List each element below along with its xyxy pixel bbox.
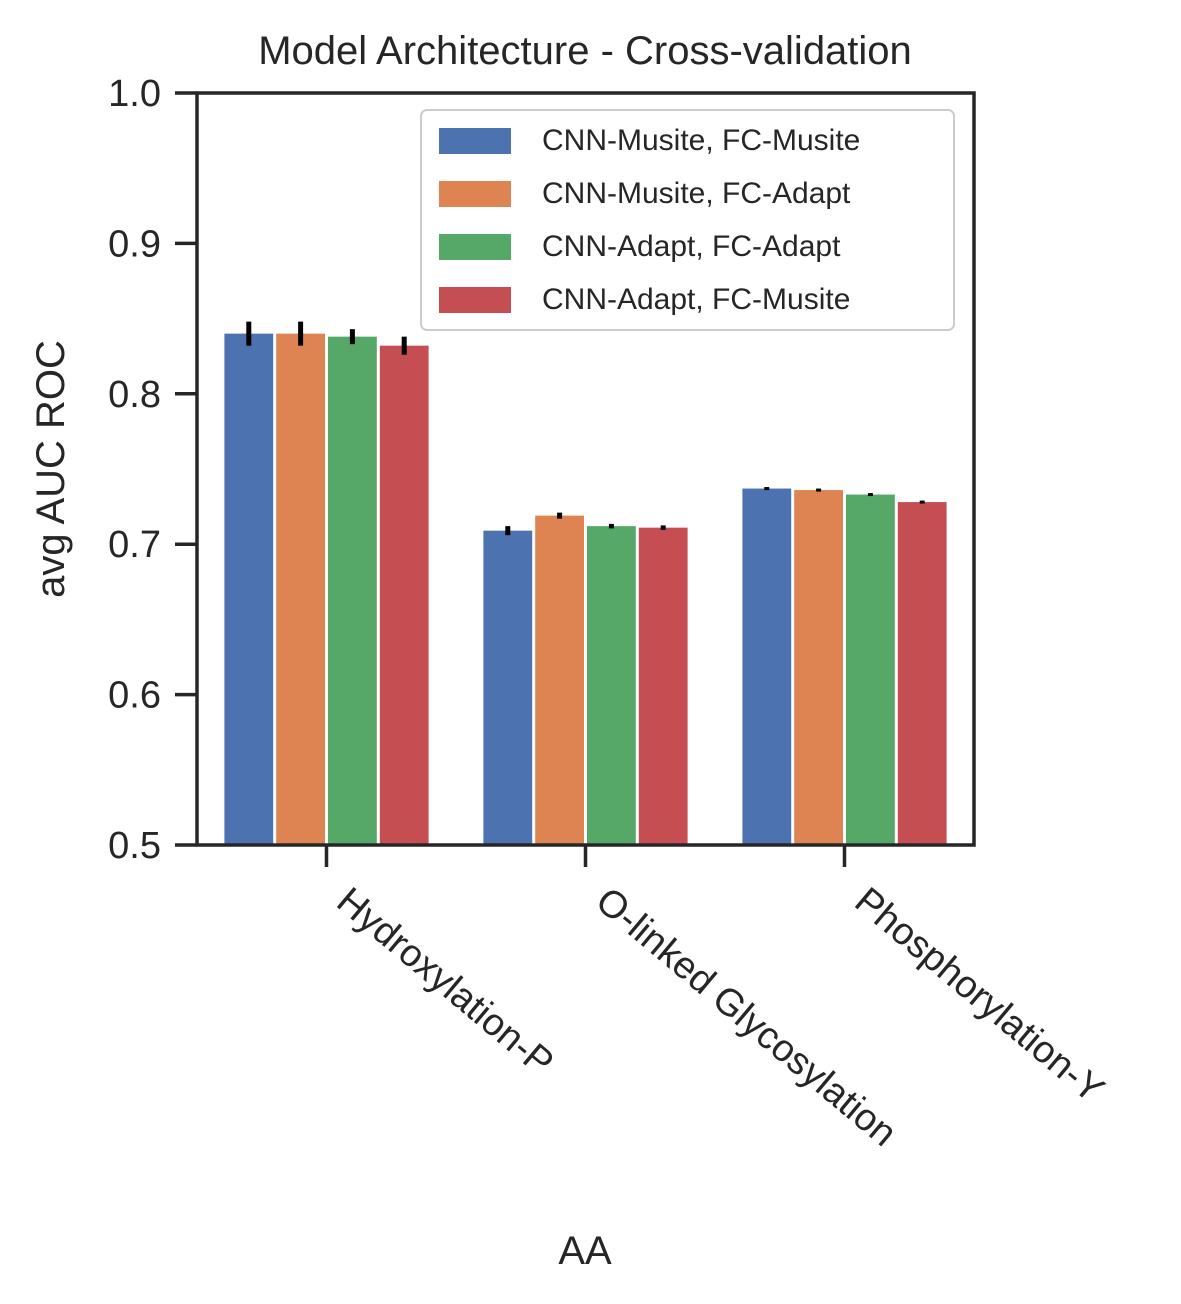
legend: CNN-Musite, FC-Musite CNN-Musite, FC-Adap…	[420, 109, 955, 331]
legend-swatch-2	[439, 181, 511, 207]
y-axis-title: avg AUC ROC	[29, 340, 73, 598]
x-axis: Hydroxylation-P O-linked GlycosylationPho…	[324, 845, 1112, 1155]
bar-1-2	[483, 530, 533, 845]
bar-3-1	[328, 336, 377, 845]
legend-swatch-4	[439, 287, 511, 313]
bar-2-3	[794, 490, 843, 845]
bar-4-2	[638, 527, 688, 845]
bar-1-1	[224, 333, 274, 845]
y-tick-label-6: 1.0	[108, 73, 161, 115]
legend-frame	[420, 109, 955, 331]
x-tick-label-1: Hydroxylation-P	[329, 880, 561, 1085]
y-tick-label-2: 0.6	[108, 675, 161, 717]
bar-2-1	[276, 333, 325, 845]
y-tick-label-4: 0.8	[108, 374, 161, 416]
bar-3-2	[587, 526, 636, 845]
legend-swatch-3	[439, 234, 511, 260]
legend-swatch-1	[439, 128, 511, 154]
x-axis-title: AA	[558, 1229, 612, 1273]
legend-label-4: CNN-Adapt, FC-Musite	[542, 283, 850, 316]
bars-layer	[224, 333, 947, 845]
y-tick-label-3: 0.7	[108, 524, 161, 566]
x-tick-label-2: O-linked Glycosylation	[588, 880, 905, 1155]
bar-2-2	[535, 515, 584, 845]
y-axis: 0.5 0.6 0.7 0.8 0.9 1.0	[108, 73, 197, 867]
legend-label-1: CNN-Musite, FC-Musite	[542, 124, 860, 157]
x-tick-label-3: Phosphorylation-Y	[847, 880, 1112, 1112]
legend-label-3: CNN-Adapt, FC-Adapt	[542, 230, 841, 263]
bar-4-3	[897, 502, 947, 845]
error-bars-layer	[246, 321, 925, 536]
y-tick-label-5: 0.9	[108, 223, 161, 265]
bar-1-3	[742, 488, 792, 845]
y-tick-label-1: 0.5	[108, 825, 161, 867]
bar-3-3	[846, 494, 895, 845]
chart-title: Model Architecture - Cross-validation	[258, 29, 912, 73]
bar-4-1	[379, 345, 429, 845]
legend-label-2: CNN-Musite, FC-Adapt	[542, 177, 851, 210]
